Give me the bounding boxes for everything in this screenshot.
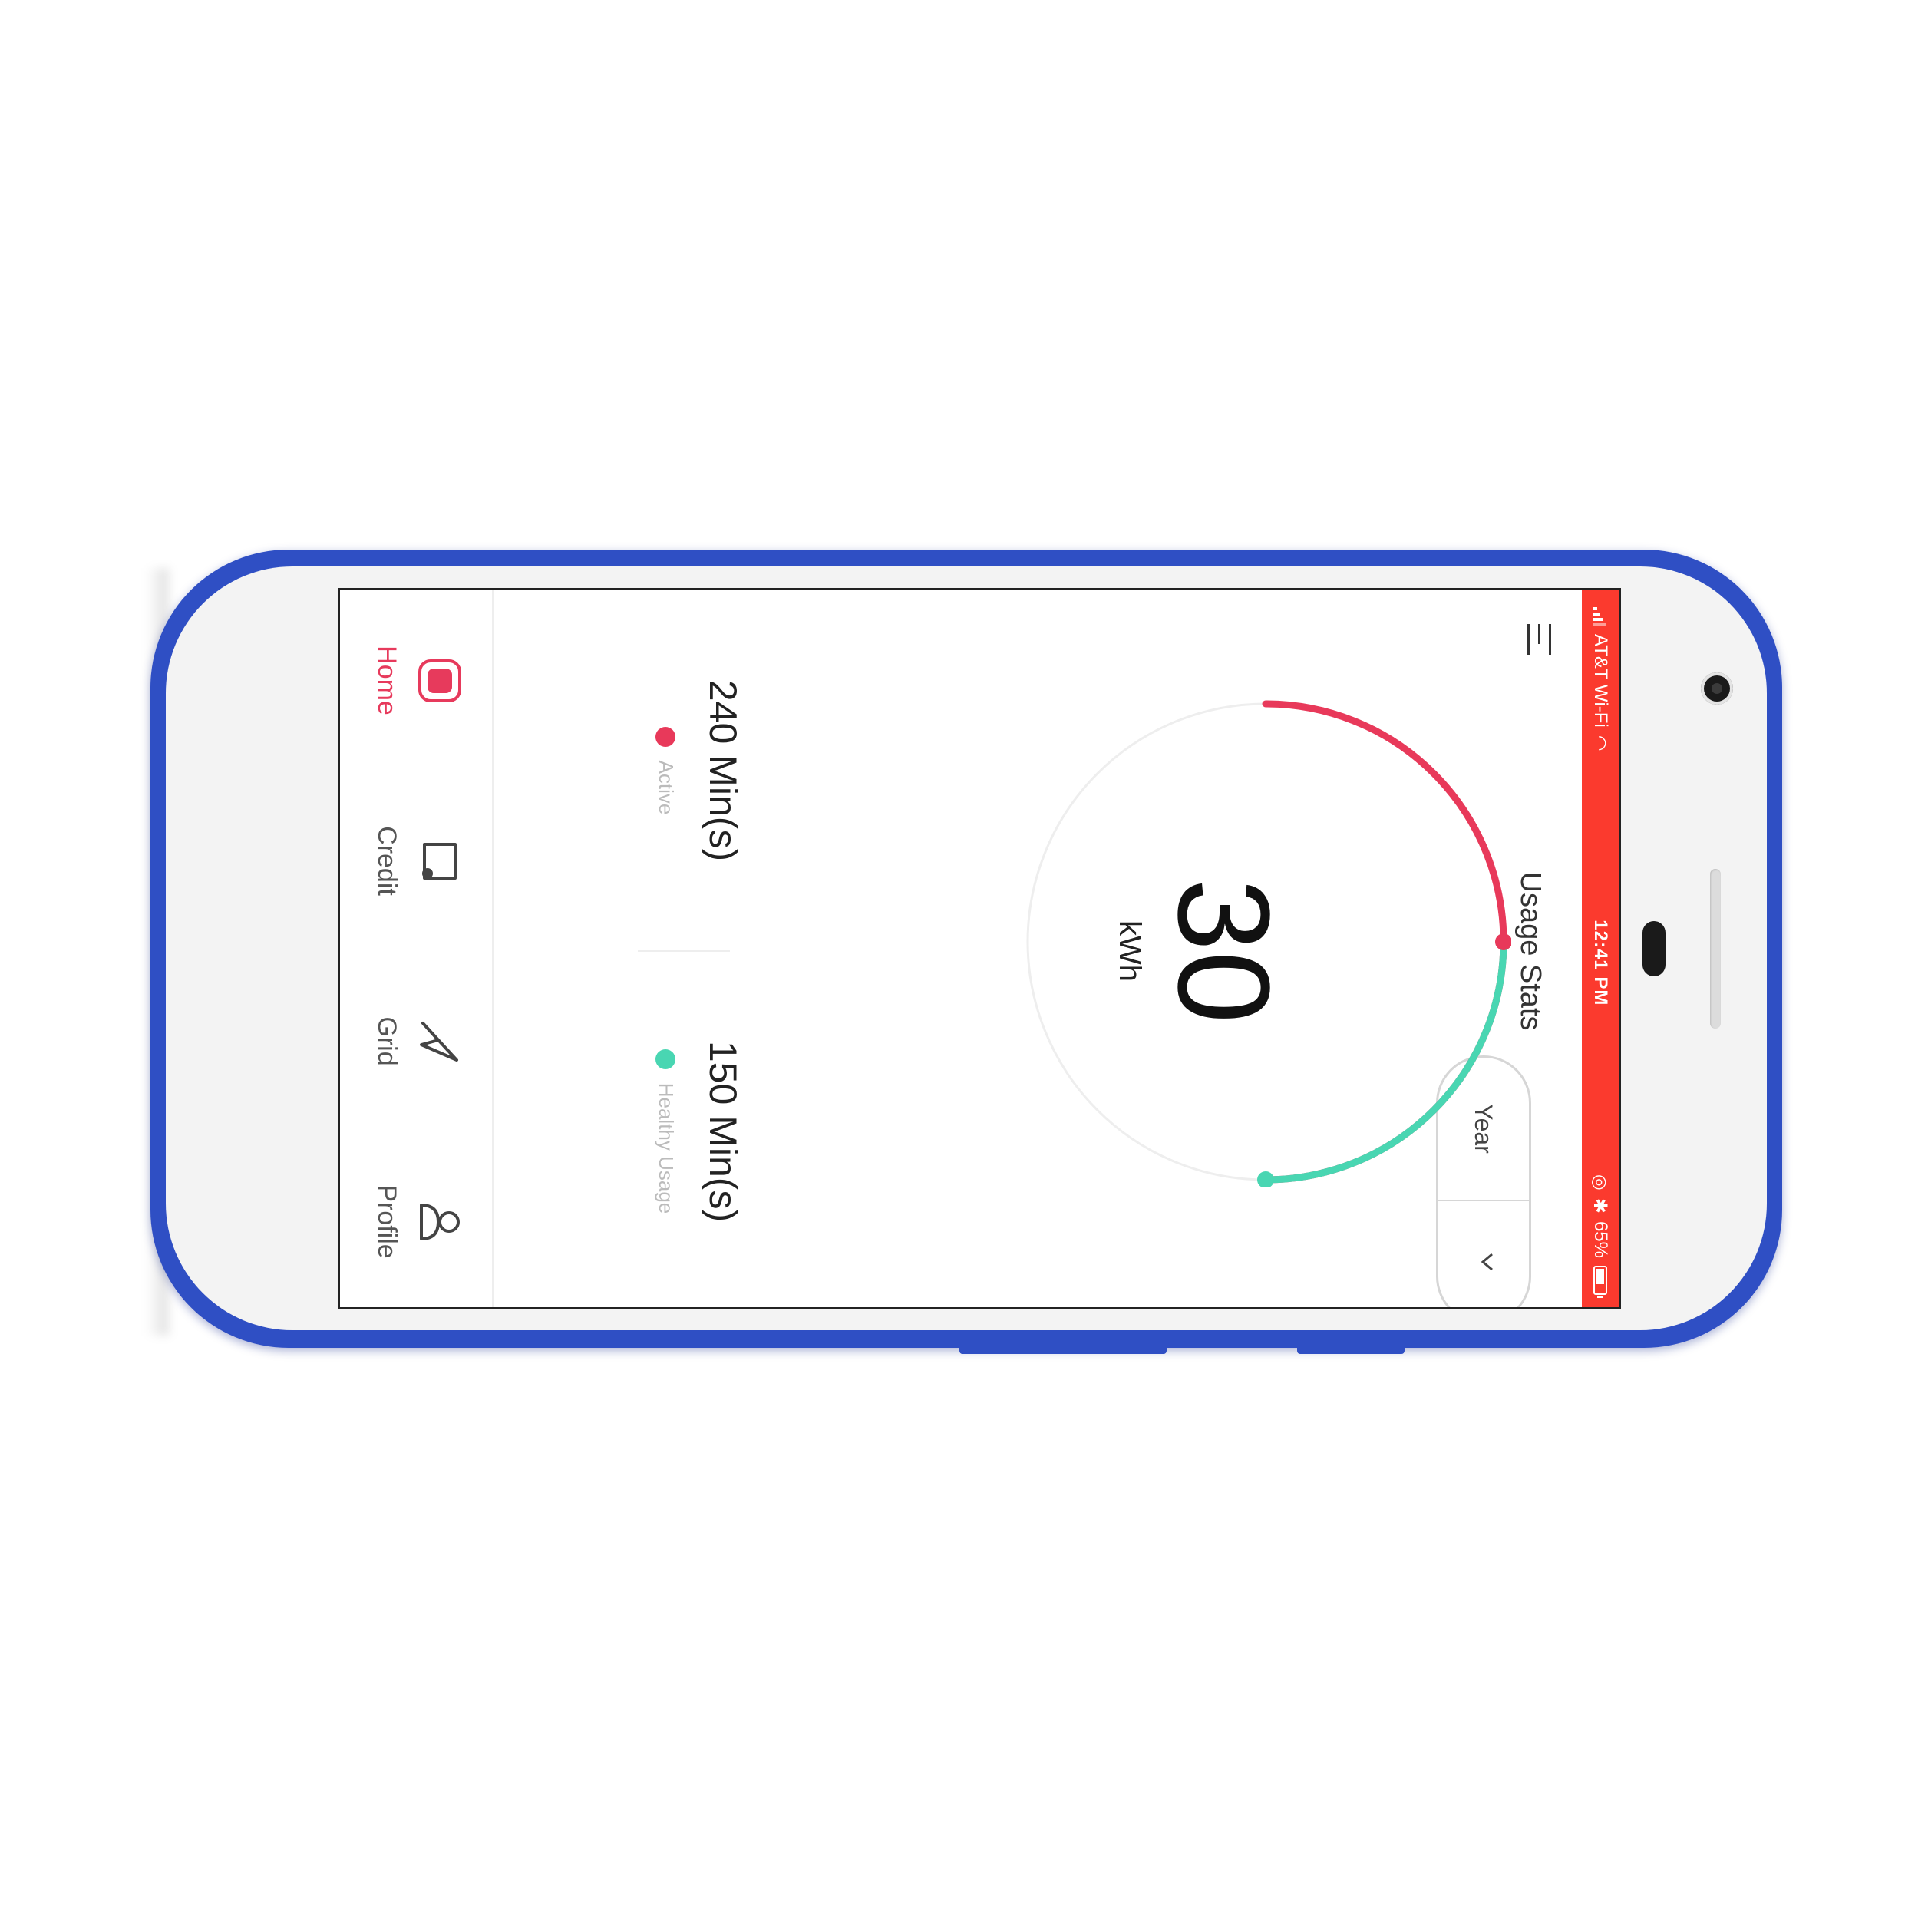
bottom-tab-bar: Home Credit Grid Profile: [340, 590, 494, 1307]
tab-credit-label: Credit: [372, 826, 401, 896]
lock-rotation-icon: ◎: [1590, 1174, 1611, 1191]
stat-healthy-label: Healthy Usage: [655, 1082, 678, 1214]
battery-icon: [1593, 1265, 1607, 1295]
power-button: [1297, 1345, 1405, 1354]
status-time: 12:41 PM: [1590, 920, 1611, 1006]
tab-home[interactable]: Home: [340, 590, 492, 771]
carrier-label: AT&T Wi-Fi: [1590, 634, 1611, 728]
gauge-value: 30: [1151, 878, 1296, 1024]
credit-icon: [422, 842, 457, 880]
grid-icon: [420, 1021, 458, 1062]
status-right: ◎ ✱ 65%: [1590, 1174, 1612, 1295]
chevron-down-icon[interactable]: [1464, 1201, 1503, 1307]
tab-credit[interactable]: Credit: [340, 771, 492, 951]
earpiece-speaker: [1642, 921, 1666, 976]
signal-icon: [1593, 607, 1607, 626]
gauge-healthy-marker: [1257, 1171, 1274, 1187]
gauge-unit: kWh: [1113, 920, 1147, 982]
profile-icon: [420, 1203, 460, 1240]
stat-active-legend: Active: [654, 590, 678, 951]
healthy-dot-icon: [655, 1049, 676, 1069]
status-bar: AT&T Wi-Fi ◠ 12:41 PM ◎ ✱ 65%: [1582, 590, 1619, 1307]
status-left: AT&T Wi-Fi ◠: [1590, 607, 1612, 751]
usage-stats: 240 Min(s) Active 150 Min(s) Healthy Usa…: [561, 590, 745, 1307]
stat-active-label: Active: [655, 760, 678, 815]
tab-home-label: Home: [372, 646, 401, 715]
tab-grid[interactable]: Grid: [340, 951, 492, 1131]
wifi-icon: ◠: [1590, 735, 1611, 751]
stat-healthy-value: 150 Min(s): [702, 1040, 744, 1223]
stat-healthy: 150 Min(s) Healthy Usage: [654, 951, 745, 1307]
stat-healthy-legend: Healthy Usage: [654, 951, 678, 1307]
usage-gauge: [1026, 700, 1511, 1187]
screen-frame: AT&T Wi-Fi ◠ 12:41 PM ◎ ✱ 65% Usage Stat…: [338, 588, 1621, 1309]
tab-grid-label: Grid: [372, 1016, 401, 1066]
gauge-active-marker: [1495, 933, 1511, 950]
volume-button: [959, 1345, 1167, 1354]
front-camera: [1701, 672, 1733, 705]
stat-active: 240 Min(s) Active: [654, 590, 745, 951]
gauge-healthy-arc: [1262, 938, 1507, 1184]
active-dot-icon: [655, 726, 676, 747]
home-icon: [418, 659, 461, 702]
app-screen: AT&T Wi-Fi ◠ 12:41 PM ◎ ✱ 65% Usage Stat…: [340, 590, 1619, 1307]
stat-active-value: 240 Min(s): [702, 679, 744, 862]
battery-percent: 65%: [1590, 1220, 1611, 1258]
tab-profile[interactable]: Profile: [340, 1131, 492, 1307]
bluetooth-icon: ✱: [1590, 1197, 1611, 1214]
sensor-slot: [1710, 869, 1721, 1029]
gauge-active-arc: [1262, 700, 1507, 1184]
period-selector[interactable]: Year: [1436, 1055, 1531, 1307]
tab-profile-label: Profile: [372, 1184, 401, 1259]
